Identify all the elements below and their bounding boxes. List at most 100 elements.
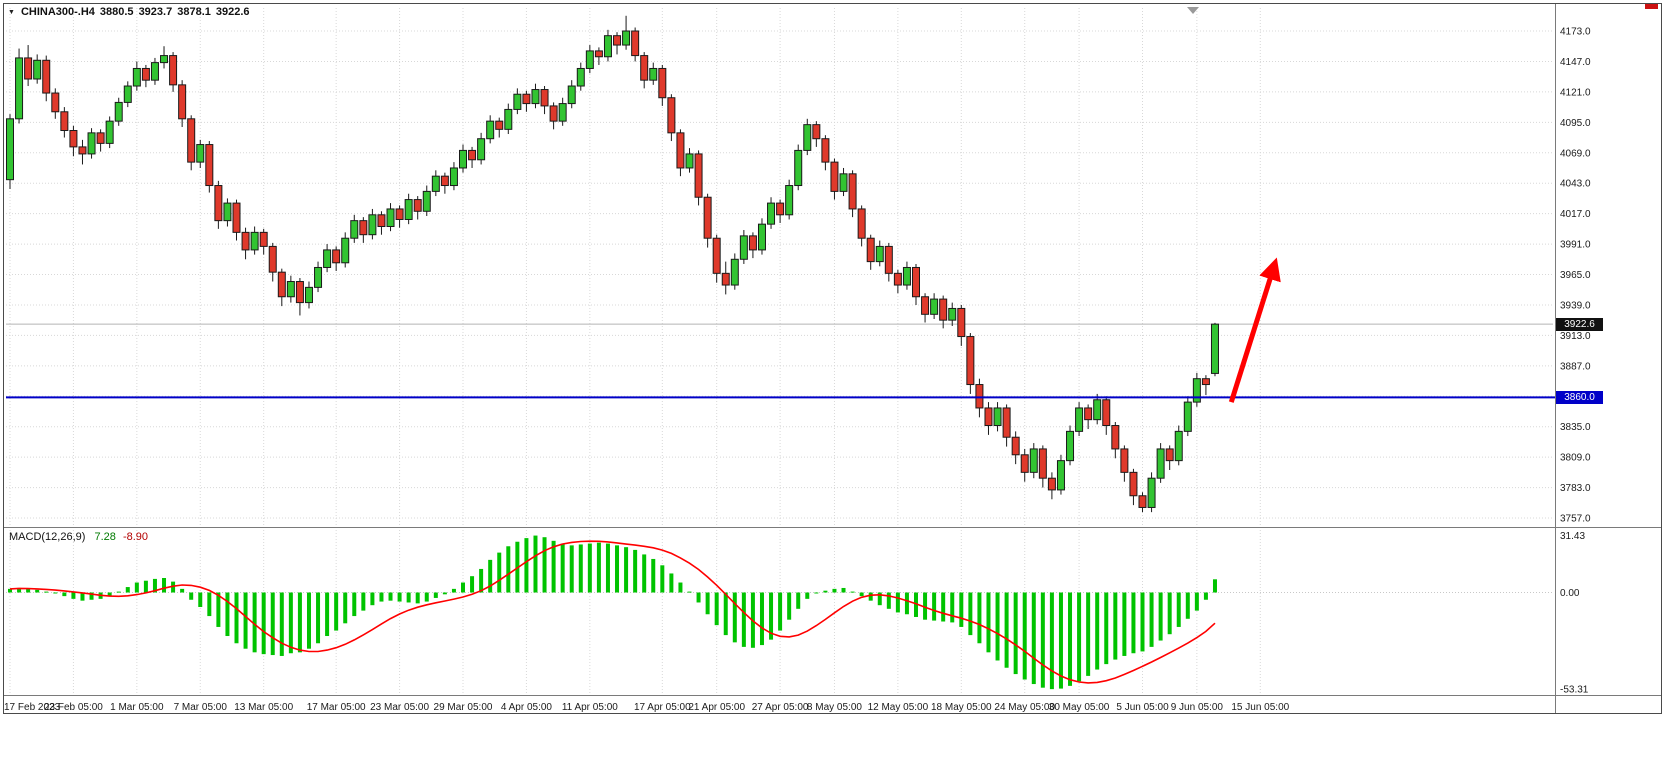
svg-text:4 Apr 05:00: 4 Apr 05:00 [501, 702, 553, 713]
candle [268, 242, 277, 282]
svg-text:3809.0: 3809.0 [1560, 453, 1591, 464]
candles-layer [6, 15, 1219, 513]
candle [1138, 492, 1147, 513]
candle [440, 172, 449, 194]
svg-text:4147.0: 4147.0 [1560, 57, 1591, 68]
candle [721, 261, 730, 295]
candle [196, 139, 205, 168]
svg-text:15 Jun 05:00: 15 Jun 05:00 [1231, 702, 1289, 713]
candle [359, 217, 368, 243]
candle [848, 170, 857, 218]
svg-text:29 Mar 05:00: 29 Mar 05:00 [434, 702, 493, 713]
candle [921, 293, 930, 323]
candle [141, 64, 150, 88]
svg-text:3835.0: 3835.0 [1560, 422, 1591, 433]
candle [884, 242, 893, 282]
candle [694, 150, 703, 206]
candle [613, 32, 622, 55]
svg-text:17 Mar 05:00: 17 Mar 05:00 [307, 702, 366, 713]
candle [1111, 422, 1120, 459]
candle [96, 129, 105, 152]
candle [1165, 445, 1174, 471]
candle [1093, 393, 1102, 425]
svg-text:3913.0: 3913.0 [1560, 331, 1591, 342]
candle [323, 244, 332, 273]
candle [1201, 375, 1210, 396]
candle [187, 115, 196, 171]
candle [558, 97, 567, 126]
grid-layer [6, 8, 1553, 694]
candle [368, 208, 377, 240]
svg-text:4069.0: 4069.0 [1560, 148, 1591, 159]
candle [232, 199, 241, 241]
candle [594, 47, 603, 65]
candle [857, 205, 866, 247]
candle [585, 45, 594, 74]
candle [703, 193, 712, 248]
trend-arrow-object[interactable] [1228, 257, 1281, 403]
candle [51, 88, 60, 119]
candle [42, 55, 51, 102]
candle [531, 83, 540, 109]
candle [1156, 443, 1165, 483]
window-frame [3, 3, 1662, 714]
candle [169, 52, 178, 92]
svg-text:21 Apr 05:00: 21 Apr 05:00 [688, 702, 745, 713]
candle [676, 129, 685, 177]
candle [404, 193, 413, 225]
candle [286, 275, 295, 303]
candle [902, 261, 911, 290]
candle [205, 141, 214, 193]
candle [1020, 448, 1029, 482]
svg-text:3965.0: 3965.0 [1560, 270, 1591, 281]
candle [993, 402, 1002, 432]
candle [69, 125, 78, 157]
quote-high: 3923.7 [138, 6, 173, 18]
symbol-dropdown-icon[interactable]: ▼ [8, 8, 15, 16]
chart-shift-marker-icon[interactable] [1187, 7, 1199, 14]
candle [413, 196, 422, 220]
candle [794, 144, 803, 191]
svg-text:9 Jun 05:00: 9 Jun 05:00 [1171, 702, 1224, 713]
candle [1047, 472, 1056, 500]
svg-text:0.00: 0.00 [1560, 588, 1580, 599]
quote-open: 3880.5 [99, 6, 134, 18]
candle [178, 80, 187, 127]
svg-text:24 May 05:00: 24 May 05:00 [994, 702, 1055, 713]
candle [757, 218, 766, 255]
price-axis[interactable]: 4173.0 4147.0 4121.0 4095.0 4069.0 4043.0 4017… [1560, 27, 1591, 525]
candle [468, 146, 477, 168]
candle [939, 295, 948, 329]
candle [640, 52, 649, 89]
candle [540, 86, 549, 115]
candle [1038, 445, 1047, 488]
macd-axis[interactable]: 31.43 0.00 -53.31 [1560, 531, 1589, 696]
candle [495, 117, 504, 138]
candle [350, 214, 359, 243]
svg-text:1 Mar 05:00: 1 Mar 05:00 [110, 702, 164, 713]
candle [930, 293, 939, 319]
svg-text:12 May 05:00: 12 May 05:00 [868, 702, 929, 713]
candle [395, 205, 404, 228]
candle [377, 211, 386, 235]
candle [459, 144, 467, 173]
candle [486, 115, 495, 144]
candle [821, 135, 830, 171]
candle [132, 61, 141, 91]
candle [948, 302, 957, 327]
candle [114, 97, 123, 126]
candle [812, 121, 821, 147]
candle [431, 170, 440, 197]
candle [549, 102, 558, 130]
svg-text:4173.0: 4173.0 [1560, 27, 1591, 38]
candle [1066, 425, 1075, 466]
candle [1120, 445, 1129, 482]
macd-value: 7.28 [94, 531, 116, 543]
candle [160, 46, 169, 69]
candle [33, 54, 42, 84]
candle [1210, 322, 1219, 377]
candle [1192, 372, 1201, 407]
candle [1002, 404, 1011, 447]
